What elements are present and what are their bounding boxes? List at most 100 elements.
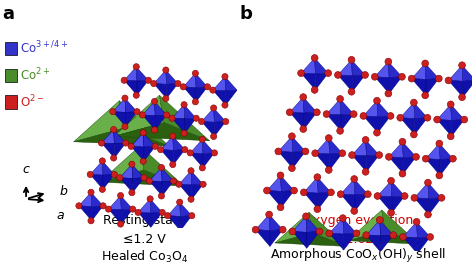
Polygon shape [400,102,415,119]
Polygon shape [113,98,126,112]
Circle shape [339,215,346,222]
Circle shape [363,232,370,239]
Circle shape [325,70,332,77]
Text: a: a [2,5,14,23]
Circle shape [436,75,442,82]
Polygon shape [109,196,121,210]
Polygon shape [101,130,114,144]
Polygon shape [411,79,426,95]
Polygon shape [378,116,391,133]
Polygon shape [426,79,439,95]
Polygon shape [303,97,317,113]
Circle shape [163,67,169,73]
Polygon shape [462,65,474,81]
Circle shape [129,190,135,196]
Circle shape [374,129,381,136]
Polygon shape [301,73,315,90]
Circle shape [121,77,127,83]
Circle shape [328,189,334,196]
Circle shape [141,175,147,181]
Polygon shape [124,80,137,95]
Polygon shape [161,136,173,150]
Polygon shape [403,222,418,238]
Circle shape [447,101,454,108]
Circle shape [301,189,307,196]
Polygon shape [173,150,185,165]
Polygon shape [452,119,464,136]
Polygon shape [73,128,170,146]
Circle shape [445,77,452,84]
Circle shape [302,213,310,220]
Polygon shape [166,70,178,84]
Circle shape [365,191,371,198]
Circle shape [252,226,259,233]
Polygon shape [278,136,292,152]
Polygon shape [352,155,366,172]
Polygon shape [173,136,185,150]
Circle shape [133,92,139,98]
Circle shape [413,218,420,225]
Circle shape [390,232,397,239]
Circle shape [135,209,141,215]
Circle shape [335,72,341,78]
Circle shape [325,167,332,174]
Text: b: b [59,185,67,198]
Polygon shape [392,196,405,213]
Circle shape [337,191,344,198]
Polygon shape [121,209,133,224]
Polygon shape [347,210,385,241]
Polygon shape [389,157,403,174]
Polygon shape [411,63,426,79]
Circle shape [425,211,431,218]
Polygon shape [366,235,381,252]
Polygon shape [403,237,418,254]
Text: Healed Co$_3$O$_4$: Healed Co$_3$O$_4$ [101,249,188,265]
Polygon shape [327,99,341,115]
Polygon shape [315,73,328,90]
Polygon shape [149,168,162,182]
Polygon shape [190,153,203,168]
Circle shape [311,55,318,61]
Circle shape [110,109,116,115]
Circle shape [99,140,105,146]
Circle shape [362,72,368,78]
Polygon shape [318,192,331,209]
Circle shape [133,64,139,70]
Polygon shape [414,198,429,215]
Polygon shape [202,139,214,154]
Polygon shape [161,150,173,165]
Polygon shape [344,233,356,250]
Polygon shape [429,198,441,215]
Circle shape [376,152,383,158]
Text: O$^{2-}$: O$^{2-}$ [20,94,45,111]
Polygon shape [172,105,185,119]
Polygon shape [213,77,226,91]
Circle shape [76,203,82,209]
Circle shape [200,181,206,187]
Polygon shape [343,218,356,234]
Circle shape [311,87,318,93]
Circle shape [337,95,344,102]
Polygon shape [292,151,305,168]
Circle shape [222,102,228,108]
Polygon shape [131,133,144,147]
Polygon shape [426,144,440,160]
Circle shape [123,140,129,146]
Circle shape [374,97,381,104]
Circle shape [291,187,298,194]
Circle shape [151,98,158,105]
Polygon shape [354,179,368,195]
Polygon shape [120,178,133,193]
Polygon shape [440,159,453,175]
Circle shape [323,111,330,118]
Text: c: c [23,163,29,176]
Polygon shape [329,153,342,170]
Polygon shape [185,118,196,133]
Polygon shape [292,232,307,248]
Circle shape [300,126,307,132]
Polygon shape [290,97,304,113]
Polygon shape [154,84,166,98]
Circle shape [411,194,418,201]
Text: Resting state: Resting state [103,214,186,227]
Polygon shape [365,140,379,156]
